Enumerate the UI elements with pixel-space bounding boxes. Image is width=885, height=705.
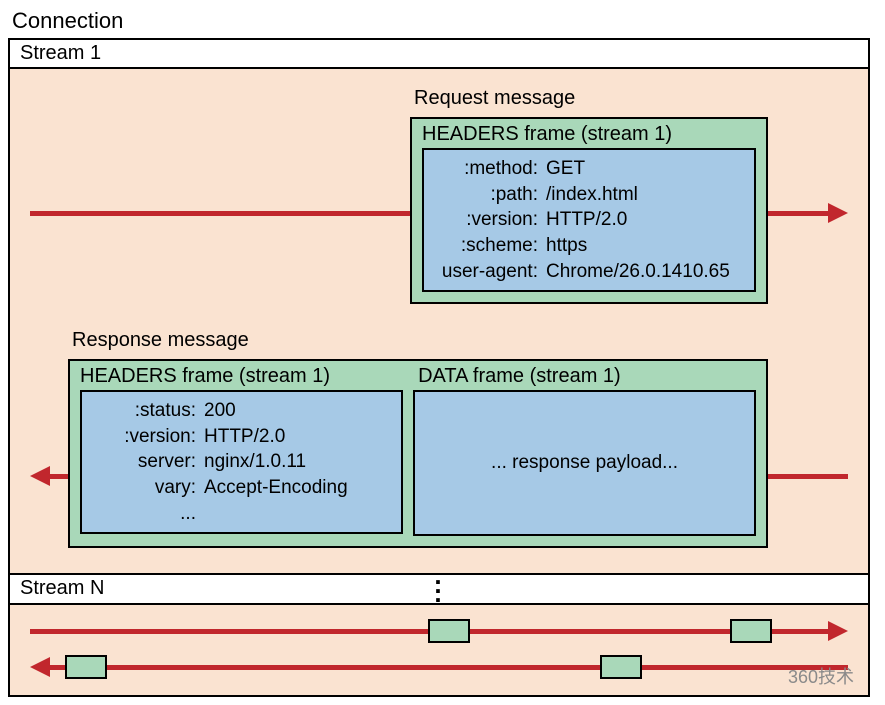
header-row: server:nginx/1.0.11 [92, 449, 391, 475]
header-key: user-agent: [434, 259, 546, 285]
header-row: vary:Accept-Encoding [92, 475, 391, 501]
header-row: :scheme:https [434, 233, 744, 259]
request-headers-frame: :method:GET:path:/index.html:version:HTT… [422, 148, 756, 292]
header-value: nginx/1.0.11 [204, 449, 306, 475]
streamN-body: 360技术 [10, 605, 868, 695]
header-value: https [546, 233, 587, 259]
streamN-label: Stream N [20, 577, 104, 599]
response-headers-frame: :status:200:version:HTTP/2.0server:nginx… [80, 390, 403, 534]
streamN-top-arrow-head [828, 621, 848, 641]
stream-frame-box [730, 619, 772, 643]
connection-title: Connection [12, 8, 877, 34]
request-section-label: Request message [414, 87, 575, 110]
streamN-label-row: Stream N ... [10, 575, 868, 605]
watermark-text: 360技术 [788, 663, 854, 689]
header-key: ... [92, 501, 204, 527]
request-arrow-head [828, 203, 848, 223]
connection-box: Stream 1 Request message HEADERS frame (… [8, 38, 870, 697]
header-value: HTTP/2.0 [204, 424, 285, 450]
header-key: :status: [92, 398, 204, 424]
response-section-label: Response message [72, 329, 249, 352]
response-frame-group: HEADERS frame (stream 1) :status:200:ver… [68, 359, 768, 548]
header-row: :status:200 [92, 398, 391, 424]
header-key: vary: [92, 475, 204, 501]
header-value: Accept-Encoding [204, 475, 348, 501]
request-frame-title: HEADERS frame (stream 1) [412, 119, 766, 148]
header-value: /index.html [546, 182, 638, 208]
header-key: :path: [434, 182, 546, 208]
stream1-body: Request message HEADERS frame (stream 1)… [10, 69, 868, 575]
request-frame-group: HEADERS frame (stream 1) :method:GET:pat… [410, 117, 768, 304]
response-arrow-head [30, 466, 50, 486]
header-value: HTTP/2.0 [546, 207, 627, 233]
header-key: :version: [434, 207, 546, 233]
response-headers-title: HEADERS frame (stream 1) [70, 361, 408, 390]
response-data-title: DATA frame (stream 1) [408, 361, 766, 390]
header-key: :version: [92, 424, 204, 450]
header-row: :method:GET [434, 156, 744, 182]
header-row: ... [92, 501, 391, 527]
header-value: Chrome/26.0.1410.65 [546, 259, 730, 285]
header-row: user-agent:Chrome/26.0.1410.65 [434, 259, 744, 285]
stream1-label: Stream 1 [10, 40, 868, 69]
ellipsis-icon: ... [434, 571, 443, 598]
stream-frame-box [65, 655, 107, 679]
header-key: server: [92, 449, 204, 475]
stream-frame-box [428, 619, 470, 643]
stream-frame-box [600, 655, 642, 679]
response-data-frame: ... response payload... [413, 390, 756, 536]
header-value: GET [546, 156, 585, 182]
header-key: :scheme: [434, 233, 546, 259]
header-row: :version:HTTP/2.0 [434, 207, 744, 233]
header-row: :version:HTTP/2.0 [92, 424, 391, 450]
streamN-bottom-arrow-line [50, 665, 848, 670]
streamN-bottom-arrow-head [30, 657, 50, 677]
response-payload-text: ... response payload... [491, 452, 678, 474]
header-key: :method: [434, 156, 546, 182]
header-value: 200 [204, 398, 236, 424]
header-row: :path:/index.html [434, 182, 744, 208]
